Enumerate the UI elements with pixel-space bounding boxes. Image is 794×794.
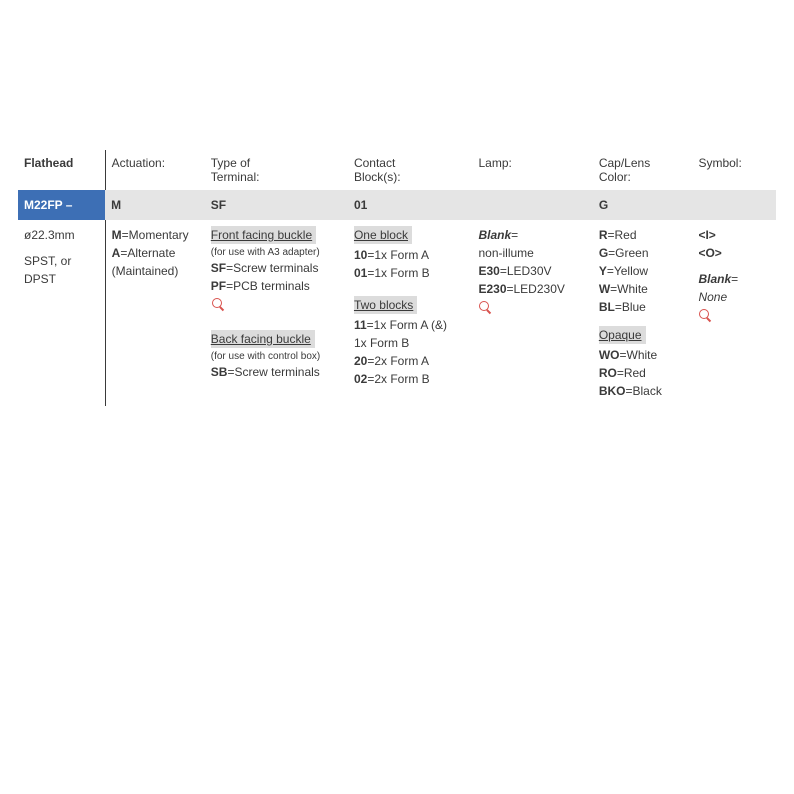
- sample-contact: 01: [348, 190, 473, 220]
- magnifier-icon[interactable]: [478, 300, 492, 314]
- label-e230: =LED230V: [507, 282, 565, 296]
- label-pf: =PCB terminals: [226, 279, 310, 293]
- spec-table: Flathead Actuation: Type of Terminal: Co…: [18, 150, 776, 406]
- code-r: R: [599, 228, 608, 242]
- code-10: 10: [354, 248, 367, 262]
- sample-color: G: [593, 190, 693, 220]
- col-symbol-body: <I> <O> Blank= None: [692, 220, 775, 406]
- contact-group-one: One block: [354, 226, 412, 244]
- symbol-o: <O>: [698, 244, 769, 262]
- terminal-group-back: Back facing buckle: [211, 330, 315, 348]
- mount-size: ø22.3mm: [24, 226, 99, 244]
- label-m: =Momentary: [122, 228, 189, 242]
- label-10: =1x Form A: [367, 248, 429, 262]
- color-group-opaque: Opaque: [599, 326, 646, 344]
- hdr-lamp: Lamp:: [472, 150, 592, 190]
- col-flathead-body: ø22.3mm SPST, or DPST: [18, 220, 105, 406]
- note-a: (Maintained): [112, 262, 199, 280]
- code-bko: BKO: [599, 384, 626, 398]
- code-sf: SF: [211, 261, 226, 275]
- sample-terminal: SF: [205, 190, 348, 220]
- label-blank-lamp: =: [511, 228, 518, 242]
- col-terminal-body: Front facing buckle (for use with A3 ada…: [205, 220, 348, 406]
- col-actuation-body: M=Momentary A=Alternate (Maintained): [105, 220, 205, 406]
- code-e230: E230: [478, 282, 506, 296]
- col-lamp-body: Blank= non-illume E30=LED30V E230=LED230…: [472, 220, 592, 406]
- hdr-terminal: Type of Terminal:: [205, 150, 348, 190]
- terminal-group-front: Front facing buckle: [211, 226, 316, 244]
- sample-row: M22FP – M SF 01 G: [18, 190, 776, 220]
- code-w: W: [599, 282, 610, 296]
- code-g: G: [599, 246, 608, 260]
- code-20: 20: [354, 354, 367, 368]
- switch-type-2: DPST: [24, 270, 99, 288]
- label-w: =White: [610, 282, 648, 296]
- sample-prefix: M22FP –: [18, 190, 105, 220]
- label-11: =1x Form A (&): [367, 318, 447, 332]
- sample-actuation: M: [105, 190, 205, 220]
- code-ro: RO: [599, 366, 617, 380]
- code-m: M: [112, 228, 122, 242]
- code-bl: BL: [599, 300, 615, 314]
- magnifier-icon[interactable]: [211, 297, 225, 311]
- label-sf: =Screw terminals: [226, 261, 318, 275]
- code-11: 11: [354, 318, 367, 332]
- header-row: Flathead Actuation: Type of Terminal: Co…: [18, 150, 776, 190]
- body-row: ø22.3mm SPST, or DPST M=Momentary A=Alte…: [18, 220, 776, 406]
- symbol-none: None: [698, 288, 769, 306]
- label-02: =2x Form B: [367, 372, 429, 386]
- switch-type-1: SPST, or: [24, 252, 99, 270]
- hdr-contact: Contact Block(s):: [348, 150, 473, 190]
- code-blank-lamp: Blank: [478, 228, 511, 242]
- label-bl: =Blue: [615, 300, 646, 314]
- col-color-body: R=Red G=Green Y=Yellow W=White BL=Blue O…: [593, 220, 693, 406]
- label-y: =Yellow: [607, 264, 648, 278]
- code-01: 01: [354, 266, 367, 280]
- hdr-actuation: Actuation:: [105, 150, 205, 190]
- label-g: =Green: [608, 246, 648, 260]
- label-20: =2x Form A: [367, 354, 429, 368]
- label-01: =1x Form B: [367, 266, 429, 280]
- part-number-table: Flathead Actuation: Type of Terminal: Co…: [0, 0, 794, 406]
- col-contact-body: One block 10=1x Form A 01=1x Form B Two …: [348, 220, 473, 406]
- label-blank-lamp-extra: non-illume: [478, 244, 586, 262]
- sample-symbol: [692, 190, 775, 220]
- terminal-group-front-note: (for use with A3 adapter): [211, 246, 342, 259]
- symbol-i: <I>: [698, 226, 769, 244]
- label-bko: =Black: [626, 384, 662, 398]
- terminal-group-back-note: (for use with control box): [211, 350, 342, 363]
- label-r: =Red: [608, 228, 637, 242]
- label-ro: =Red: [617, 366, 646, 380]
- label-blank-symbol: =: [731, 272, 738, 286]
- sample-lamp: [472, 190, 592, 220]
- label-wo: =White: [620, 348, 658, 362]
- hdr-color: Cap/Lens Color:: [593, 150, 693, 190]
- label-e30: =LED30V: [500, 264, 552, 278]
- code-y: Y: [599, 264, 607, 278]
- contact-group-two: Two blocks: [354, 296, 417, 314]
- code-blank-symbol: Blank: [698, 272, 731, 286]
- code-pf: PF: [211, 279, 226, 293]
- code-e30: E30: [478, 264, 499, 278]
- hdr-symbol: Symbol:: [692, 150, 775, 190]
- hdr-flathead: Flathead: [18, 150, 105, 190]
- code-wo: WO: [599, 348, 620, 362]
- label-sb: =Screw terminals: [227, 365, 319, 379]
- code-sb: SB: [211, 365, 228, 379]
- label-a: =Alternate: [120, 246, 175, 260]
- label-11-extra: 1x Form B: [354, 334, 467, 352]
- code-02: 02: [354, 372, 367, 386]
- magnifier-icon[interactable]: [698, 308, 712, 322]
